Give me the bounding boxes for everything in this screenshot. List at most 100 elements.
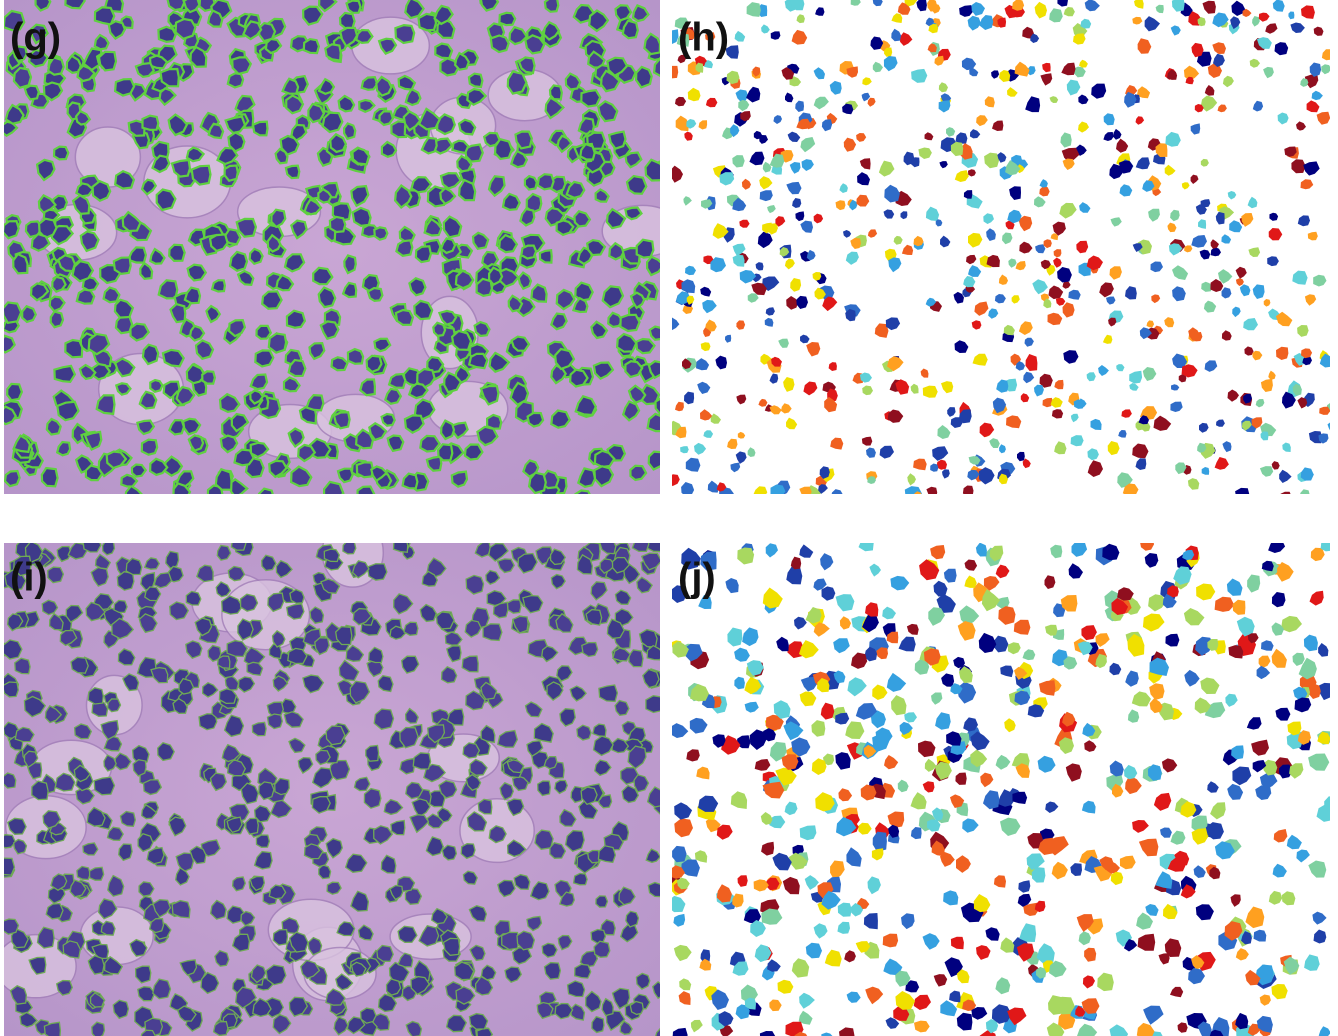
nucleus [636,339,654,353]
segmented-nucleus [799,487,811,497]
nucleus [188,265,206,281]
nucleus [646,160,665,181]
nucleus [22,306,36,322]
nucleus [596,896,608,907]
nucleus [54,366,75,382]
nucleus [577,725,591,740]
nucleus [99,52,116,71]
nucleus [250,249,263,264]
nucleus [5,471,20,486]
panel-label: (g) [10,16,61,60]
nucleus [259,489,274,505]
nucleus [273,930,287,946]
nucleus [114,600,127,612]
nucleus [477,279,492,296]
nucleus [2,919,19,934]
nucleus [255,350,273,366]
nucleus [581,90,600,106]
nucleus [358,487,375,503]
nucleus [83,843,98,855]
nucleus [374,227,387,239]
nucleus [94,777,114,795]
nucleus [463,743,479,758]
nucleus [324,549,339,561]
nucleus [246,818,258,834]
nucleus [257,326,271,339]
nucleus [323,113,343,132]
nucleus [262,291,281,308]
nucleus [225,166,238,181]
nucleus [570,370,587,387]
nucleus [232,57,251,74]
nucleus [637,240,654,258]
nucleus [394,539,408,552]
nucleus [459,180,475,200]
nucleus [88,688,103,704]
nucleus [90,867,104,880]
nucleus [636,67,652,88]
nucleus [452,141,468,153]
nucleus [231,535,245,550]
nucleus [286,166,299,178]
nucleus [161,69,179,86]
nucleus [3,221,19,238]
nucleus [416,246,431,262]
nucleus [143,116,159,130]
nucleus [508,72,527,94]
nucleus [367,564,387,580]
nucleus [414,301,432,319]
nucleus [540,250,552,262]
nucleus [452,472,467,487]
large-cell [80,907,153,965]
nucleus [313,268,332,284]
nucleus [528,413,544,427]
nucleus [330,217,345,232]
nucleus [435,44,452,59]
segmented-nucleus [1281,492,1292,501]
nucleus [396,310,413,325]
panel-label: (h) [678,16,729,60]
nucleus [575,964,591,978]
nucleus [256,835,269,847]
nucleus [647,257,664,275]
nucleus [158,27,175,42]
nucleus [367,356,382,372]
nucleus [233,877,246,891]
nucleus [395,25,414,43]
nucleus [382,414,395,426]
nucleus [252,722,266,735]
nucleus [14,68,31,88]
nucleus [344,123,355,138]
segmentation-panel [664,0,1336,501]
nucleus [489,826,506,843]
nucleus [77,866,90,879]
nucleus [143,345,158,364]
nucleus [208,11,222,27]
nucleus [114,258,131,274]
nucleus [368,288,383,301]
nucleus [3,302,21,322]
nucleus [103,540,115,555]
nucleus [108,699,121,712]
nucleus [228,73,243,87]
nucleus [550,85,562,99]
nucleus [77,290,94,304]
nucleus [65,340,82,357]
nucleus [93,181,111,201]
nucleus [615,701,629,716]
nucleus [419,14,437,30]
nucleus [438,444,452,460]
nucleus [461,844,475,859]
nucleus [0,858,14,875]
nucleus [241,594,258,611]
nucleus [531,285,546,302]
nucleus [575,490,591,504]
nucleus [116,316,132,333]
nucleus [568,981,585,997]
histology-panel [0,0,682,504]
nucleus [630,1002,643,1015]
segmented-nucleus [1321,538,1333,552]
nucleus [627,176,646,194]
nucleus [169,245,185,261]
nucleus [269,334,286,353]
